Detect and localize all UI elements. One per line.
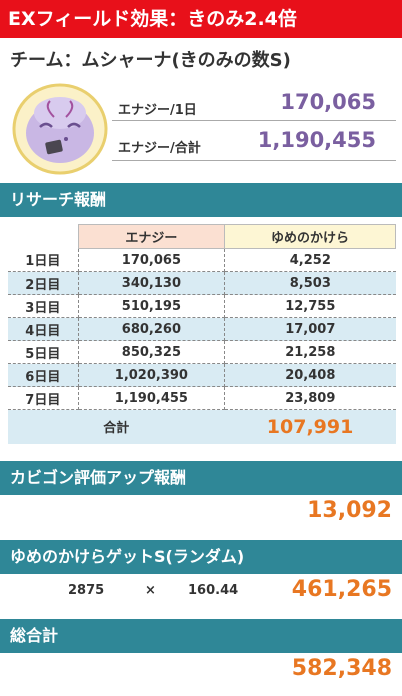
shards-cell: 20,408: [224, 363, 396, 387]
grand-total-value: 582,348: [291, 656, 392, 681]
energy-total-label: エナジー/合計: [118, 141, 201, 156]
table-corner: [8, 224, 79, 249]
day-cell: 3日目: [8, 294, 79, 318]
shard-get-multiplier: 160.44: [188, 583, 239, 598]
column-header-energy: エナジー: [77, 224, 226, 249]
research-total-value: 107,991: [224, 409, 396, 444]
table-row: 3日目 510,195 12,755: [8, 294, 396, 318]
shards-cell: 21,258: [224, 340, 396, 364]
table-row: 4日目 680,260 17,007: [8, 317, 396, 341]
musharna-avatar-icon: [12, 83, 108, 175]
energy-cell: 510,195: [77, 294, 226, 318]
field-effect-banner: EXフィールド効果：きのみ2.4倍: [0, 0, 402, 38]
day-cell: 1日目: [8, 248, 79, 272]
multiply-sign: ×: [145, 583, 156, 598]
day-cell: 6日目: [8, 363, 79, 387]
shards-cell: 4,252: [224, 248, 396, 272]
table-row: 2日目 340,130 8,503: [8, 271, 396, 295]
shards-cell: 8,503: [224, 271, 396, 295]
stat-divider: [112, 160, 396, 161]
snorlax-reward-header: カビゴン評価アップ報酬: [0, 461, 402, 495]
snorlax-reward-value: 13,092: [307, 498, 392, 523]
shard-get-count: 2875: [68, 583, 105, 598]
table-row: 7日目 1,190,455 23,809: [8, 386, 396, 410]
table-row: 5日目 850,325 21,258: [8, 340, 396, 364]
shards-cell: 23,809: [224, 386, 396, 410]
stat-divider: [112, 120, 396, 121]
total-label: 合計: [8, 409, 225, 444]
energy-cell: 680,260: [77, 317, 226, 341]
energy-cell: 850,325: [77, 340, 226, 364]
day-cell: 5日目: [8, 340, 79, 364]
energy-cell: 170,065: [77, 248, 226, 272]
shard-get-header: ゆめのかけらゲットS(ランダム): [0, 540, 402, 574]
day-cell: 7日目: [8, 386, 79, 410]
table-total-row: 合計 107,991: [8, 409, 396, 444]
energy-cell: 1,020,390: [77, 363, 226, 387]
shard-get-value: 461,265: [291, 577, 392, 602]
energy-cell: 1,190,455: [77, 386, 226, 410]
table-row: 6日目 1,020,390 20,408: [8, 363, 396, 387]
day-cell: 4日目: [8, 317, 79, 341]
research-reward-table: エナジー ゆめのかけら 1日目 170,065 4,252 2日目 340,13…: [8, 224, 396, 444]
energy-per-day-value: 170,065: [280, 90, 376, 114]
team-title: チーム：ムシャーナ(きのみの数S): [10, 50, 291, 71]
grand-total-header: 総合計: [0, 619, 402, 653]
column-header-shards: ゆめのかけら: [224, 224, 396, 249]
research-reward-header: リサーチ報酬: [0, 183, 402, 217]
energy-per-day-label: エナジー/1日: [118, 103, 197, 118]
shards-cell: 12,755: [224, 294, 396, 318]
day-cell: 2日目: [8, 271, 79, 295]
table-row: 1日目 170,065 4,252: [8, 248, 396, 272]
shards-cell: 17,007: [224, 317, 396, 341]
energy-cell: 340,130: [77, 271, 226, 295]
energy-total-value: 1,190,455: [257, 128, 376, 152]
